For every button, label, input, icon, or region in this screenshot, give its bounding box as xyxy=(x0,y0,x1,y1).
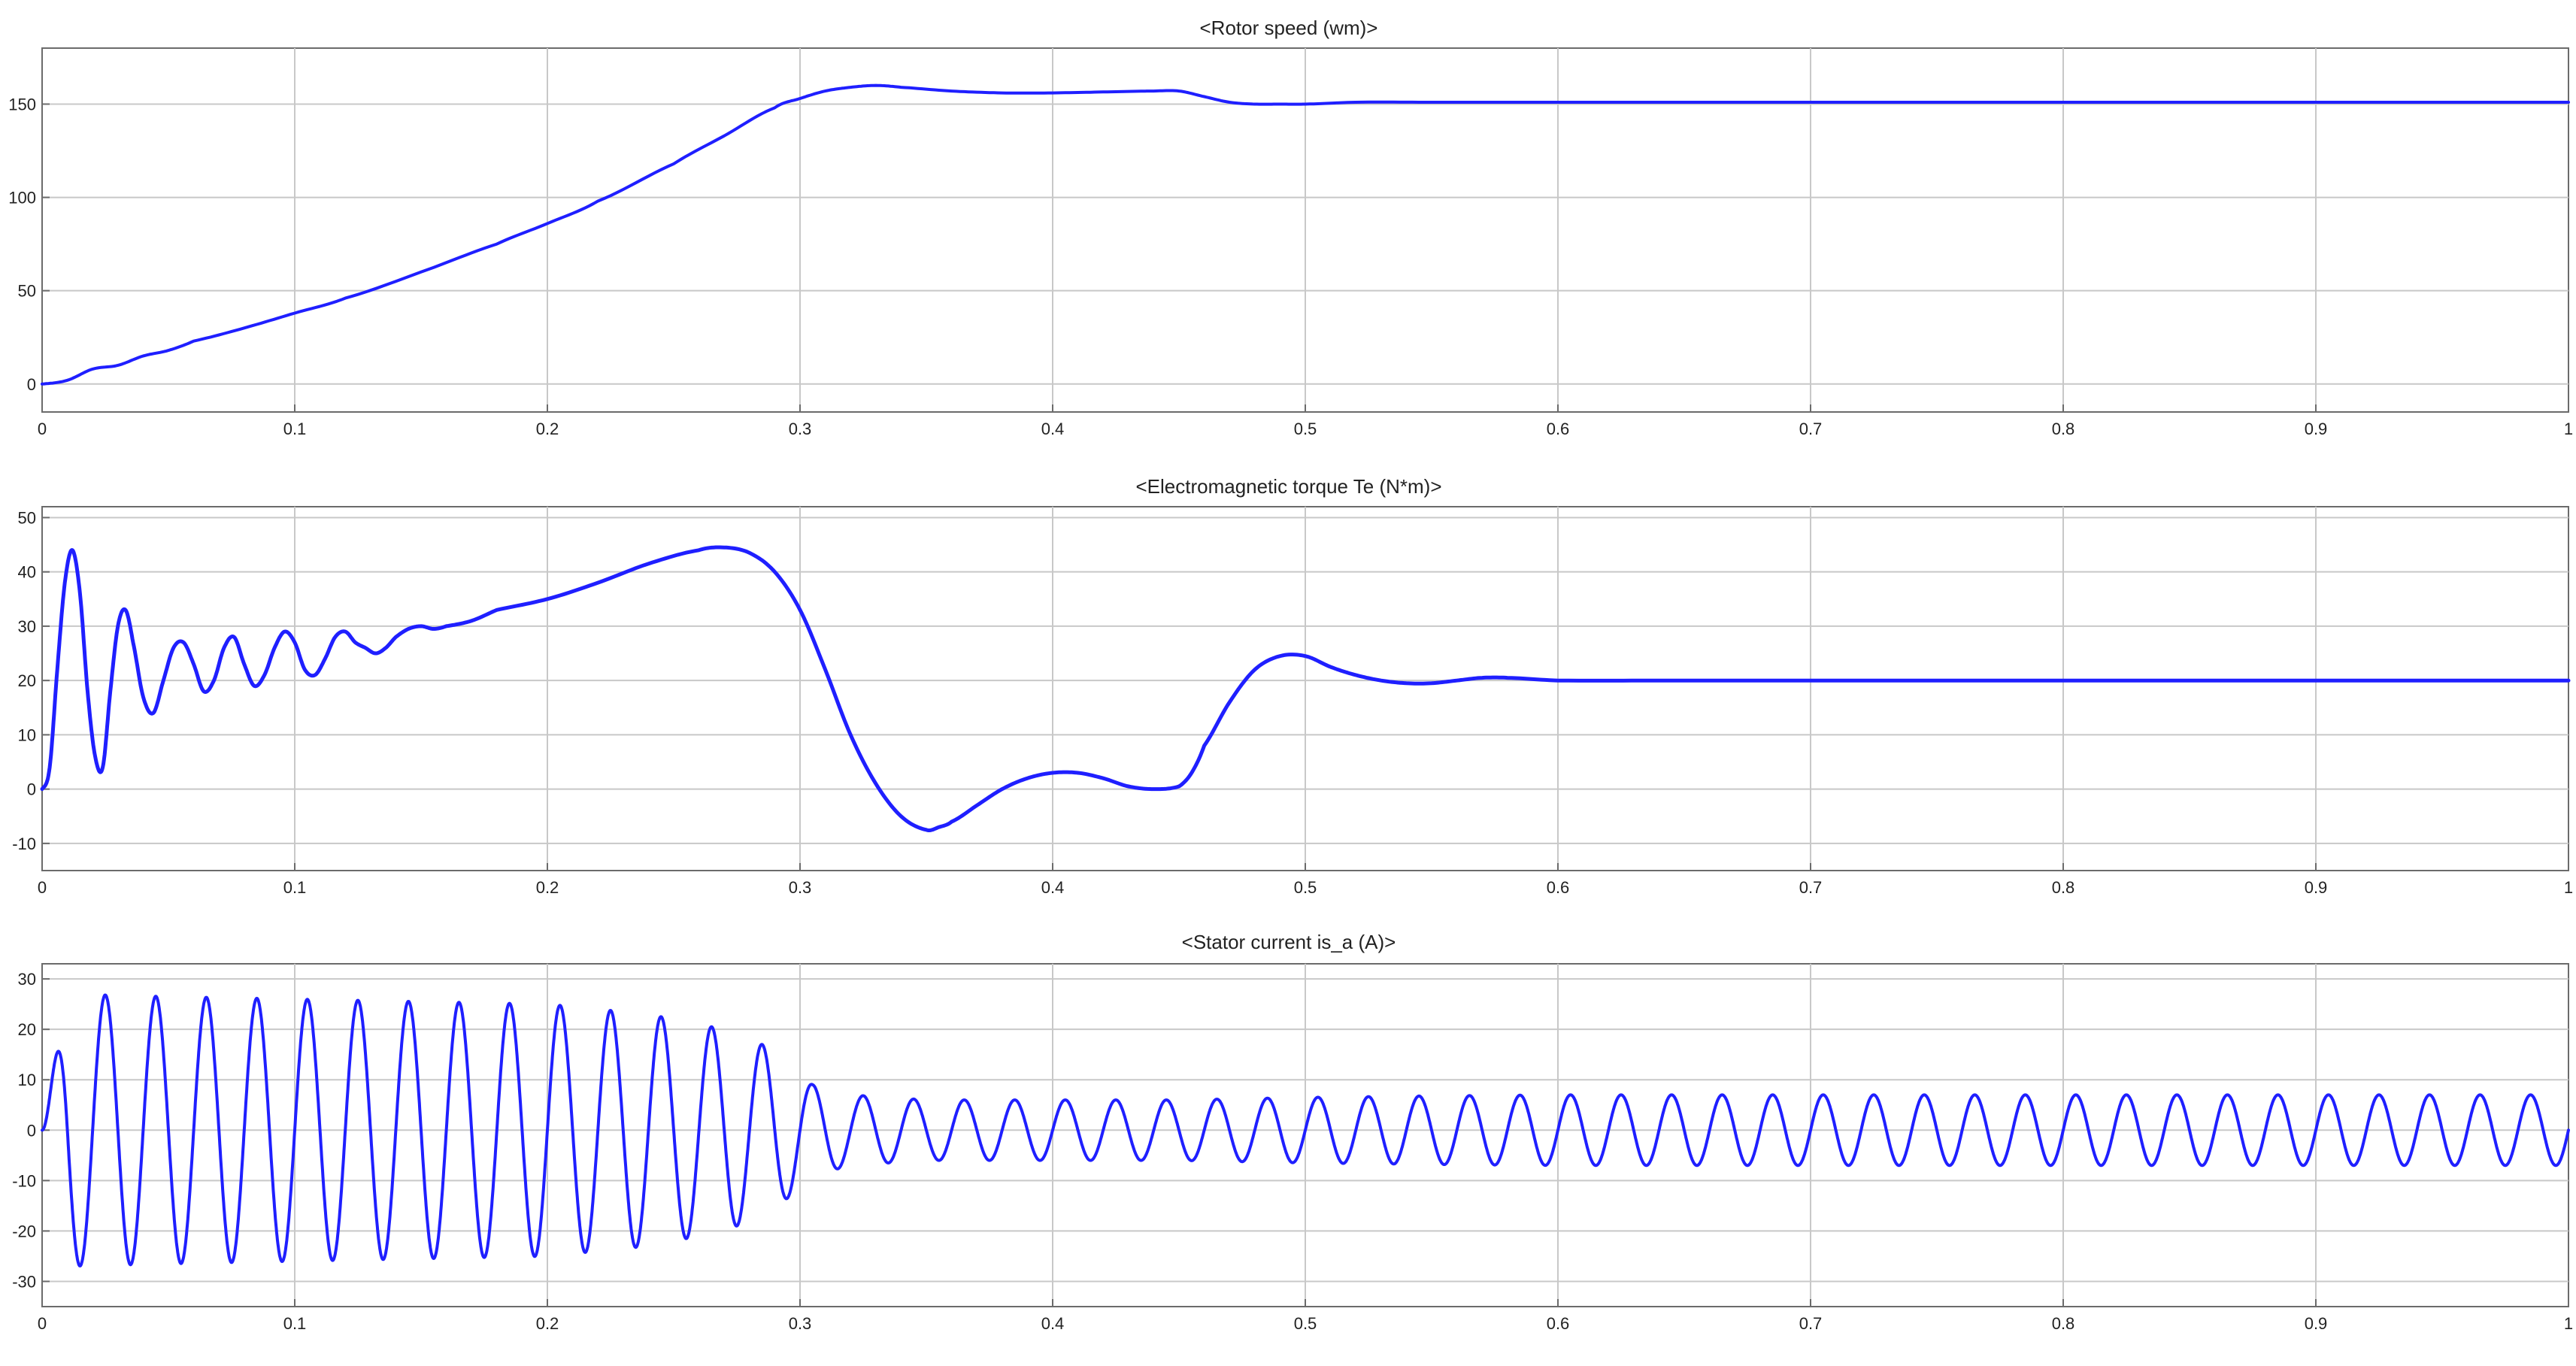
x-tick-label: 0.5 xyxy=(1294,1314,1317,1333)
y-tick-label: 20 xyxy=(18,1020,36,1039)
x-tick-labels: 0 0.1 0.2 0.3 0.4 0.5 0.6 0.7 0.8 0.9 1 xyxy=(38,878,2573,897)
y-tick-labels: -30 -20 -10 0 10 20 30 xyxy=(12,970,36,1291)
grid-lines xyxy=(42,48,2568,412)
data-series xyxy=(41,993,2570,1268)
series-line xyxy=(41,993,2570,1268)
x-tick-labels: 0 0.1 0.2 0.3 0.4 0.5 0.6 0.7 0.8 0.9 1 xyxy=(38,1314,2573,1333)
x-tick-label: 0.6 xyxy=(1547,1314,1570,1333)
tick-marks xyxy=(41,978,2569,1307)
x-tick-label: 0.5 xyxy=(1294,419,1317,438)
x-tick-label: 0.7 xyxy=(1799,878,1823,897)
x-tick-label: 0.9 xyxy=(2305,419,2328,438)
y-tick-label: 40 xyxy=(18,563,36,582)
y-tick-label: 30 xyxy=(18,617,36,636)
x-tick-label: 0.2 xyxy=(536,878,559,897)
series-line xyxy=(41,83,2570,386)
x-tick-label: 0.6 xyxy=(1547,878,1570,897)
x-tick-label: 0 xyxy=(38,1314,47,1333)
x-tick-label: 1 xyxy=(2564,878,2573,897)
y-tick-label: -30 xyxy=(12,1272,36,1291)
x-tick-label: 0.7 xyxy=(1799,1314,1823,1333)
y-tick-label: -10 xyxy=(12,834,36,853)
y-tick-labels: 0 50 100 150 xyxy=(8,95,36,393)
tick-marks xyxy=(41,516,2569,871)
y-tick-label: 100 xyxy=(8,189,36,207)
x-tick-label: 0.8 xyxy=(2052,1314,2075,1333)
rotor-speed-panel: <Rotor speed (wm)> 0 0.1 0.2 0.3 0.4 0.5 0.6 0.… xyxy=(8,17,2573,438)
x-tick-label: 0.9 xyxy=(2305,1314,2328,1333)
x-tick-label: 0.1 xyxy=(283,1314,307,1333)
chart-title: <Stator current is_a (A)> xyxy=(1182,931,1396,953)
x-tick-label: 0.8 xyxy=(2052,878,2075,897)
x-tick-label: 0.5 xyxy=(1294,878,1317,897)
y-tick-label: -10 xyxy=(12,1171,36,1190)
x-tick-label: 0.4 xyxy=(1041,1314,1065,1333)
x-tick-label: 0.3 xyxy=(789,878,812,897)
y-tick-label: -20 xyxy=(12,1222,36,1240)
x-tick-label: 0.1 xyxy=(283,419,307,438)
y-tick-label: 0 xyxy=(27,375,36,394)
stator-current-panel: <Stator current is_a (A)> 0 0.1 0.2 0.3 0.4 0… xyxy=(12,931,2573,1333)
x-tick-label: 0.3 xyxy=(789,419,812,438)
y-tick-label: 30 xyxy=(18,970,36,989)
y-tick-label: 50 xyxy=(18,508,36,527)
x-tick-label: 1 xyxy=(2564,419,2573,438)
y-tick-label: 20 xyxy=(18,671,36,690)
x-tick-label: 0.2 xyxy=(536,1314,559,1333)
y-tick-label: 0 xyxy=(27,1121,36,1140)
x-tick-labels: 0 0.1 0.2 0.3 0.4 0.5 0.6 0.7 0.8 0.9 1 xyxy=(38,419,2573,438)
x-tick-label: 0.3 xyxy=(789,1314,812,1333)
x-tick-label: 0.8 xyxy=(2052,419,2075,438)
y-tick-label: 150 xyxy=(8,95,36,114)
data-series xyxy=(40,545,2571,832)
y-tick-label: 0 xyxy=(27,780,36,799)
series-line xyxy=(40,545,2571,832)
y-tick-label: 50 xyxy=(18,282,36,301)
x-tick-label: 1 xyxy=(2564,1314,2573,1333)
y-tick-label: 10 xyxy=(18,725,36,744)
y-tick-label: 10 xyxy=(18,1071,36,1089)
x-tick-label: 0 xyxy=(38,878,47,897)
x-tick-label: 0.4 xyxy=(1041,419,1065,438)
x-tick-label: 0 xyxy=(38,419,47,438)
x-tick-label: 0.2 xyxy=(536,419,559,438)
x-tick-label: 0.6 xyxy=(1547,419,1570,438)
electromagnetic-torque-panel: <Electromagnetic torque Te (N*m)> 0 0.1 0.… xyxy=(12,475,2573,897)
x-tick-label: 0.7 xyxy=(1799,419,1823,438)
y-tick-labels: -10 0 10 20 30 40 50 xyxy=(12,508,36,853)
chart-title: <Rotor speed (wm)> xyxy=(1200,17,1378,39)
x-tick-label: 0.9 xyxy=(2305,878,2328,897)
chart-title: <Electromagnetic torque Te (N*m)> xyxy=(1135,475,1441,498)
x-tick-label: 0.1 xyxy=(283,878,307,897)
x-tick-label: 0.4 xyxy=(1041,878,1065,897)
data-series xyxy=(41,83,2570,386)
